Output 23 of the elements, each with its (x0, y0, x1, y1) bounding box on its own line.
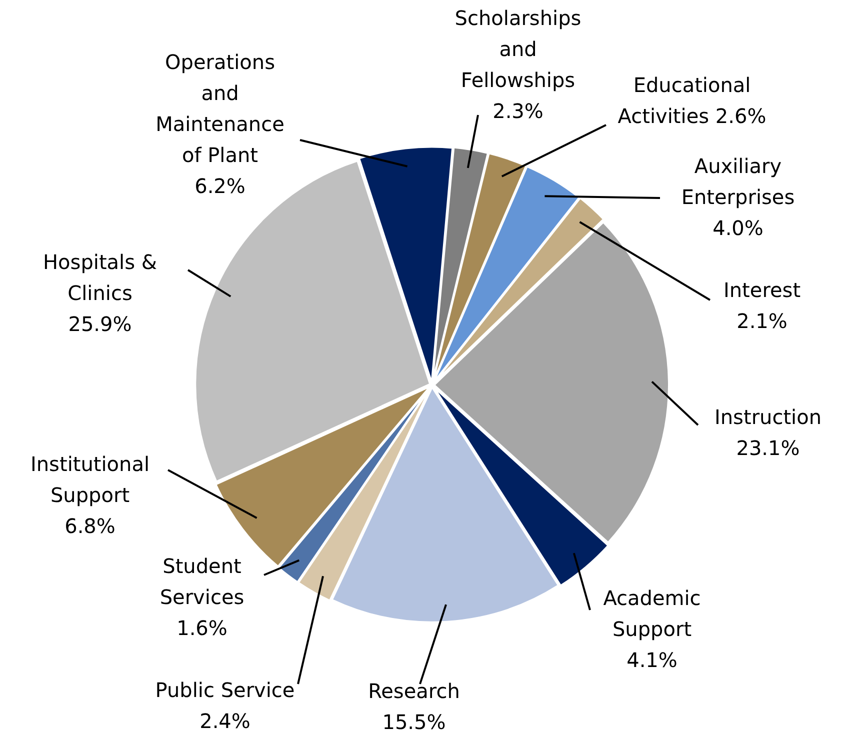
slice-label: Educational Activities 2.6% (618, 73, 766, 128)
data-label: 25.9% (68, 312, 132, 336)
data-label: 23.1% (736, 436, 800, 460)
data-label: 6.8% (64, 514, 116, 538)
slice-label: Research (368, 679, 460, 704)
slice-label: Academic Support (603, 586, 701, 642)
slice-label: Scholarships and Fellowships (454, 6, 582, 92)
data-label: 15.5% (382, 710, 446, 734)
slice-label: Student Services (160, 554, 244, 610)
slice-label: Operations and Maintenance of Plant (156, 50, 284, 168)
slice-label: Hospitals & Clinics (43, 250, 157, 306)
data-label: 4.1% (626, 648, 678, 672)
slice-label: Interest (723, 278, 801, 302)
data-label: 2.1% (736, 309, 788, 334)
slice-label: Instruction (714, 405, 822, 430)
data-label: 6.2% (194, 174, 246, 198)
slice-label: Public Service (155, 678, 295, 702)
data-label: 2.4% (200, 709, 250, 734)
slice-label: Institutional Support (30, 452, 150, 508)
data-label: 2.3% (492, 99, 544, 124)
data-label: 1.6% (176, 616, 228, 640)
data-label: 4.0% (712, 216, 764, 240)
slice-label: Auxiliary Enterprises (681, 154, 795, 210)
